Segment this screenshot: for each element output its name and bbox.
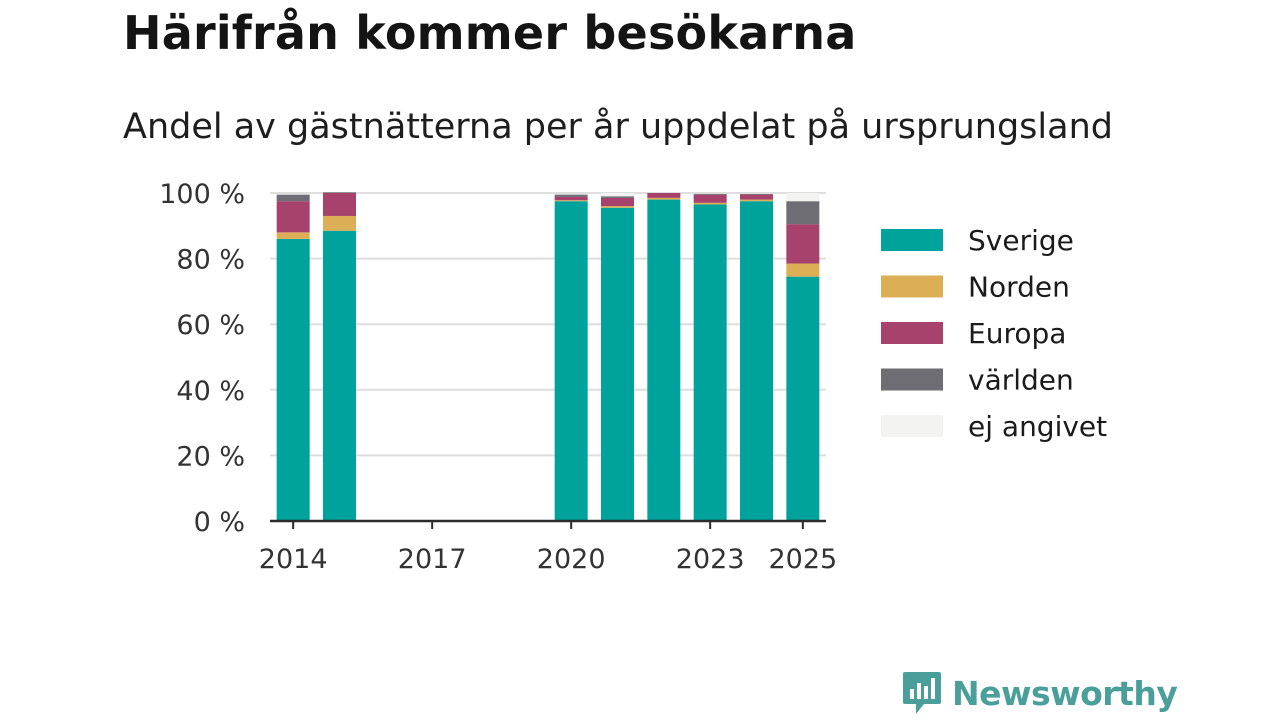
legend-label: ej angivet: [968, 410, 1107, 443]
bar-segment: [693, 193, 727, 195]
bar-segment: [647, 193, 681, 198]
legend-swatch: [881, 415, 943, 437]
bar-segment: [693, 204, 727, 522]
bar-segment: [554, 200, 588, 202]
bar-segment: [786, 276, 820, 521]
bar-segment: [786, 224, 820, 264]
bar-segment: [323, 192, 356, 193]
bar-segment: [601, 193, 634, 197]
brand-name: Newsworthy: [952, 673, 1178, 713]
bar-segment: [276, 238, 310, 522]
x-tick-label: 2014: [259, 544, 328, 575]
legend-label: världen: [968, 364, 1074, 397]
stacked-bar-chart: 0 % 20 % 40 % 60 % 80 % 100 % 2014 2017 2020 2023…: [159, 179, 1107, 575]
y-tick-label: 100 %: [159, 179, 245, 210]
bar-segment: [693, 202, 727, 205]
bar-segment: [693, 194, 727, 203]
legend-swatch: [881, 368, 943, 391]
bar-segment: [601, 207, 634, 521]
bar-segment: [323, 230, 356, 521]
bar-segment: [647, 197, 681, 200]
bar-segment: [276, 232, 310, 239]
bar-segment: [601, 197, 634, 207]
bar-segment: [786, 193, 820, 202]
chart-title: Härifrån kommer besökarna: [123, 6, 857, 60]
legend-label: Europa: [968, 317, 1066, 350]
bar-segment: [740, 199, 773, 202]
bar-segment: [601, 206, 634, 208]
legend-swatch: [881, 229, 943, 251]
bar-segment: [786, 201, 820, 225]
x-tick-label: 2017: [398, 544, 467, 575]
brand-logo[interactable]: Newsworthy: [902, 670, 1178, 716]
bar-segment: [276, 194, 310, 202]
x-tick-label: 2025: [768, 544, 837, 575]
bar-segment: [601, 196, 634, 198]
y-tick-label: 40 %: [176, 376, 245, 407]
bar-segment: [323, 193, 356, 216]
legend-label: Sverige: [968, 224, 1074, 257]
legend-swatch: [881, 322, 943, 344]
y-tick-label: 60 %: [176, 310, 245, 341]
y-tick-label: 20 %: [176, 441, 245, 472]
bar-segment: [554, 196, 588, 201]
bar-segment: [554, 201, 588, 521]
newsworthy-logo-icon: [903, 672, 941, 714]
bar-segment: [323, 215, 356, 231]
bar-segment: [740, 194, 773, 200]
legend-label: Norden: [968, 271, 1070, 304]
y-tick-label: 80 %: [176, 245, 245, 276]
legend-swatch: [881, 275, 943, 298]
bar-segment: [740, 193, 773, 195]
bar-segment: [647, 199, 681, 521]
bar-segment: [786, 263, 820, 277]
bar-segment: [276, 201, 310, 233]
bar-segment: [740, 201, 773, 521]
x-tick-label: 2020: [537, 544, 606, 575]
bar-segment: [554, 194, 588, 197]
chart-subtitle: Andel av gästnätterna per år uppdelat på…: [123, 107, 1113, 147]
y-tick-label: 0 %: [194, 507, 245, 538]
x-tick-label: 2023: [676, 544, 745, 575]
